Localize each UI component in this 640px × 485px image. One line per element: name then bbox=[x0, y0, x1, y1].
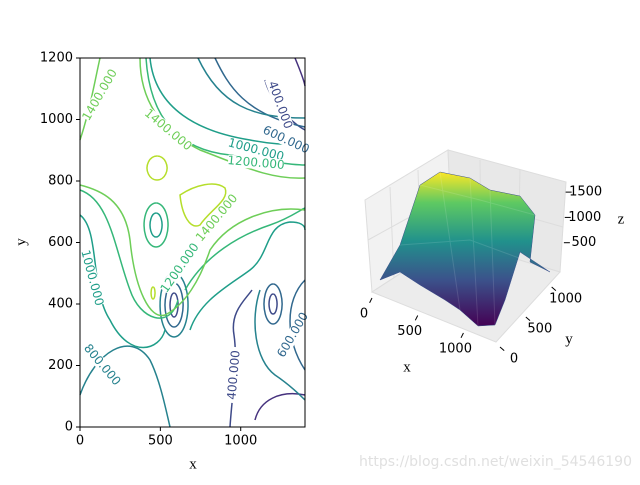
contour-line bbox=[146, 155, 168, 181]
contour-label-bg bbox=[159, 241, 201, 295]
contour-label: 1400.000 bbox=[193, 191, 241, 244]
contour-label-bg bbox=[258, 122, 314, 158]
contour-line bbox=[254, 289, 306, 401]
contour-line bbox=[289, 279, 306, 371]
x-tick-label: 0 bbox=[76, 434, 84, 449]
z-tick-label-3d: 500 bbox=[571, 235, 596, 250]
y-tick-3d bbox=[551, 286, 557, 291]
contour-line bbox=[294, 57, 306, 87]
contour-label-bg bbox=[142, 107, 194, 153]
y-tick-label: 600 bbox=[48, 235, 73, 250]
contour-label-bg bbox=[194, 192, 240, 244]
contour-line bbox=[254, 393, 306, 421]
y-tick-label: 800 bbox=[48, 174, 73, 189]
contour-line bbox=[150, 286, 156, 300]
y-axis-label-3d: y bbox=[565, 331, 573, 347]
x-tick-3d bbox=[369, 297, 373, 304]
z-tick-label-3d: 1500 bbox=[569, 185, 602, 200]
y-tick-label-3d: 0 bbox=[510, 352, 518, 367]
x-tick-label-3d: 1000 bbox=[439, 342, 472, 357]
y-tick-label: 0 bbox=[65, 420, 73, 435]
contour-line bbox=[189, 221, 306, 331]
y-tick-3d bbox=[499, 346, 505, 351]
contour-line bbox=[79, 189, 179, 319]
contour-label-bg bbox=[264, 76, 296, 134]
y-tick-label: 1000 bbox=[40, 112, 73, 127]
contour-line bbox=[169, 292, 179, 318]
contour-label: 1400.000 bbox=[142, 106, 195, 154]
contour-line bbox=[149, 212, 163, 238]
contour-label-bg bbox=[225, 346, 243, 404]
x-axis-label-3d: x bbox=[403, 359, 411, 375]
contour-line bbox=[263, 283, 283, 325]
contour-label: 1400.000 bbox=[79, 66, 120, 123]
contour-label: 400.000 bbox=[265, 79, 295, 130]
contour-label-bg bbox=[227, 136, 285, 164]
x-axis-label: x bbox=[189, 456, 197, 472]
contour-line bbox=[184, 207, 306, 291]
contour-line bbox=[143, 202, 169, 248]
contour-line bbox=[79, 184, 306, 317]
z-axis-label: z bbox=[618, 211, 625, 227]
z-tick-label-3d: 1000 bbox=[568, 210, 601, 225]
contour-label-bg bbox=[78, 249, 106, 307]
y-tick-3d bbox=[525, 316, 531, 321]
contour-label-bg bbox=[79, 339, 125, 391]
watermark: https://blog.csdn.net/weixin_54546190 bbox=[359, 454, 632, 470]
contour-label: 1000.000 bbox=[78, 248, 106, 307]
x-tick-label: 500 bbox=[148, 434, 173, 449]
y-tick-label: 1200 bbox=[40, 51, 73, 66]
y-tick-label: 400 bbox=[48, 297, 73, 312]
contour-label-bg bbox=[273, 307, 313, 363]
x-tick-3d bbox=[460, 332, 464, 339]
contour-line bbox=[139, 57, 306, 179]
contour-line bbox=[79, 214, 166, 349]
x-tick-label-3d: 500 bbox=[397, 324, 422, 339]
y-tick-label-3d: 500 bbox=[527, 322, 552, 337]
y-tick-label: 200 bbox=[48, 358, 73, 373]
contour-label-bg bbox=[227, 154, 285, 172]
contour-label: 1200.000 bbox=[227, 153, 285, 172]
y-axis-label: y bbox=[13, 238, 29, 246]
x-tick-label: 1000 bbox=[224, 434, 257, 449]
contour-label-bg bbox=[80, 67, 120, 123]
x-tick-label-3d: 0 bbox=[360, 307, 368, 322]
contour-line bbox=[268, 293, 278, 315]
y-tick-label-3d: 1000 bbox=[549, 292, 582, 307]
x-tick-3d bbox=[414, 315, 419, 321]
contour-label: 400.000 bbox=[224, 350, 242, 401]
surface-mesh bbox=[399, 171, 536, 327]
contour-line bbox=[179, 183, 227, 227]
contour-line bbox=[79, 57, 101, 141]
surface bbox=[379, 171, 551, 327]
